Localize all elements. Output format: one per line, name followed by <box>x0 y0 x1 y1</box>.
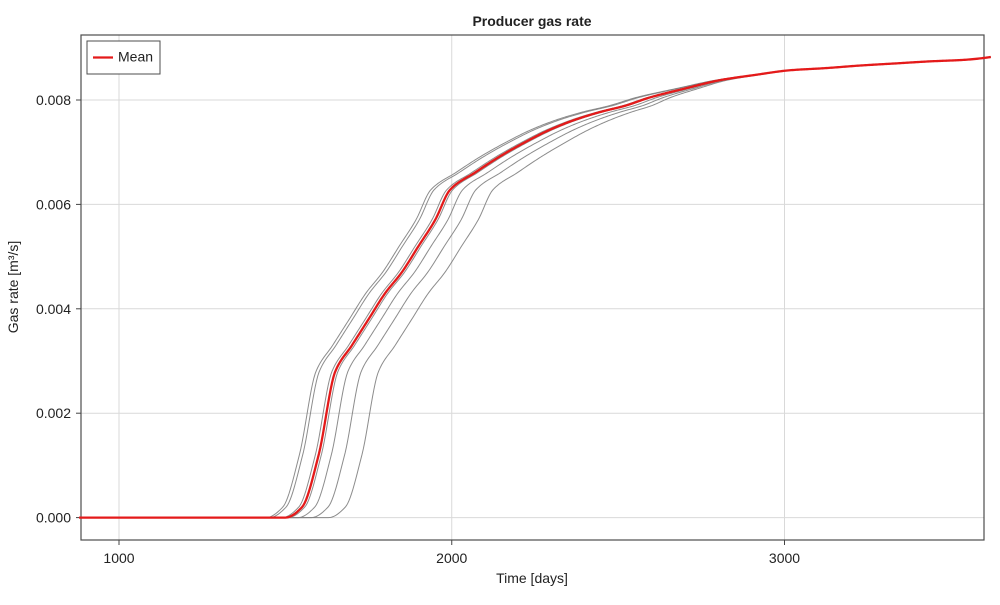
svg-text:0.000: 0.000 <box>36 510 71 526</box>
svg-text:Time [days]: Time [days] <box>496 570 568 586</box>
svg-text:0.006: 0.006 <box>36 196 71 212</box>
svg-text:0.002: 0.002 <box>36 405 71 421</box>
svg-text:0.004: 0.004 <box>36 301 71 317</box>
svg-text:Gas rate [m³/s]: Gas rate [m³/s] <box>5 241 21 334</box>
svg-text:3000: 3000 <box>769 550 800 566</box>
svg-text:Mean: Mean <box>118 49 153 65</box>
svg-text:Producer gas rate: Producer gas rate <box>472 13 591 29</box>
svg-text:0.008: 0.008 <box>36 92 71 108</box>
svg-text:2000: 2000 <box>436 550 467 566</box>
svg-text:1000: 1000 <box>103 550 134 566</box>
